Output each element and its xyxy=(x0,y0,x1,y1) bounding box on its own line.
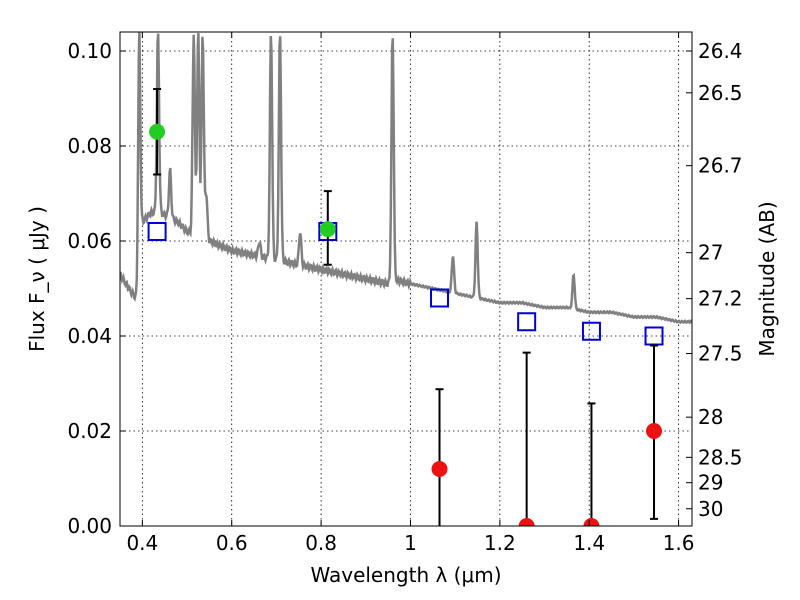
observed-flux-point xyxy=(149,123,166,140)
sed-model-line xyxy=(120,32,692,325)
y-tick-label: 0.00 xyxy=(67,514,112,538)
y-tick-label: 0.02 xyxy=(67,419,112,443)
y-tick-label: 0.04 xyxy=(67,324,112,348)
axis-ticks: 0.4 0.6 0.8 1 1.2 1.4 1.6 0.00 0.02 0.04 0.06 0.08 0… xyxy=(67,32,743,555)
template-flux-square xyxy=(581,321,601,341)
observed-flux-point xyxy=(646,423,663,439)
x-tick-label: 1 xyxy=(404,531,417,555)
x-tick-label: 1.4 xyxy=(573,531,605,555)
x-axis-label: Wavelength λ (μm) xyxy=(310,563,501,587)
mag-tick-label: 26.4 xyxy=(698,39,743,63)
x-tick-label: 0.6 xyxy=(216,531,248,555)
template-flux-square xyxy=(644,326,664,346)
mag-tick-label: 28 xyxy=(698,405,723,429)
mag-tick-label: 26.7 xyxy=(698,154,743,178)
y-tick-label: 0.06 xyxy=(67,229,112,253)
grid-lines xyxy=(120,32,692,527)
y2-axis-label: Magnitude (AB) xyxy=(755,201,779,356)
observed-flux-point xyxy=(518,518,535,526)
template-flux-square xyxy=(147,222,167,241)
plot-frame xyxy=(119,31,693,527)
x-tick-label: 0.8 xyxy=(305,531,337,555)
observed-flux-point xyxy=(319,221,336,238)
x-tick-label: 1.6 xyxy=(663,531,695,555)
data-points xyxy=(147,88,664,526)
x-tick-label: 0.4 xyxy=(126,531,158,555)
x-tick-label: 1.2 xyxy=(484,531,516,555)
template-flux-square xyxy=(430,288,450,308)
y-tick-label: 0.08 xyxy=(67,134,112,158)
observed-flux-point xyxy=(583,518,600,526)
mag-tick-label: 30 xyxy=(698,497,723,521)
mag-tick-label: 27.2 xyxy=(698,287,743,311)
mag-tick-label: 27.5 xyxy=(698,342,743,366)
mag-tick-label: 26.5 xyxy=(698,81,743,105)
observed-flux-point xyxy=(431,461,448,477)
mag-tick-label: 28.5 xyxy=(698,445,743,469)
sed-model-curve xyxy=(120,32,692,325)
template-flux-square xyxy=(517,312,537,332)
mag-tick-label: 29 xyxy=(698,471,723,495)
y-tick-label: 0.10 xyxy=(67,39,112,63)
y-axis-label: Flux F_ν ( μJy ) xyxy=(25,206,49,352)
mag-tick-label: 27 xyxy=(698,241,723,265)
